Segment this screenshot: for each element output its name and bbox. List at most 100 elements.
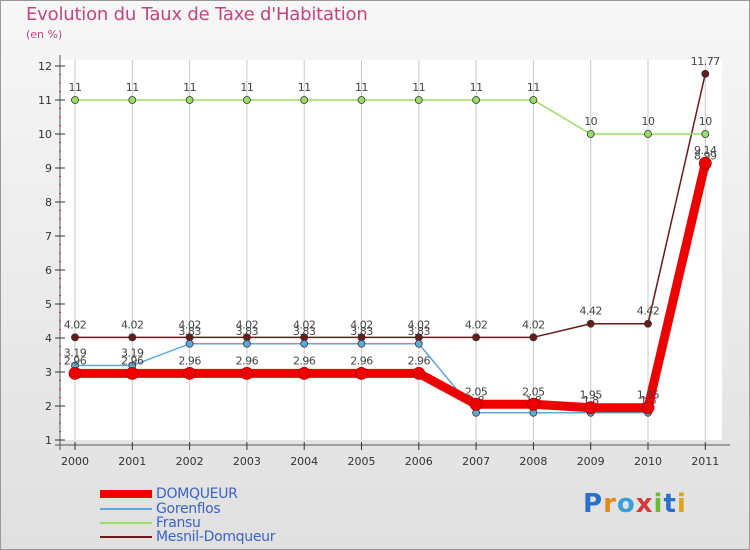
legend-item-domqueur: DOMQUEUR — [100, 486, 238, 501]
data-point-mesnil-domqueur — [473, 334, 480, 341]
y-tick-label: 11 — [38, 94, 52, 107]
data-label-fransu: 11 — [183, 81, 196, 94]
data-label-fransu: 11 — [527, 81, 540, 94]
data-point-fransu — [358, 97, 365, 104]
data-point-domqueur — [69, 367, 81, 379]
y-tick-label: 10 — [38, 128, 52, 141]
data-point-domqueur — [413, 367, 425, 379]
x-tick-label: 2009 — [577, 455, 605, 468]
data-label-domqueur: 2.96 — [121, 354, 144, 367]
data-label-gorenflos: 3.83 — [293, 325, 316, 338]
x-tick-label: 2008 — [519, 455, 547, 468]
y-tick-label: 6 — [45, 264, 52, 277]
data-point-domqueur — [356, 367, 368, 379]
data-point-domqueur — [585, 402, 597, 414]
logo-letter: i — [654, 489, 664, 519]
data-label-fransu: 11 — [470, 81, 483, 94]
data-label-domqueur: 2.05 — [522, 385, 545, 398]
x-tick-label: 2001 — [118, 455, 146, 468]
data-label-fransu: 11 — [126, 81, 139, 94]
data-label-mesnil-domqueur: 4.02 — [465, 318, 488, 331]
logo-letter: o — [617, 489, 636, 519]
y-tick-label: 3 — [45, 366, 52, 379]
legend-swatch-mesnil-domqueur — [100, 536, 152, 538]
data-point-gorenflos — [186, 340, 193, 347]
data-point-domqueur — [241, 367, 253, 379]
data-point-fransu — [72, 97, 79, 104]
y-tick-label: 8 — [45, 196, 52, 209]
data-point-fransu — [243, 97, 250, 104]
y-tick-label: 2 — [45, 400, 52, 413]
logo-letter: i — [677, 489, 687, 519]
y-tick-label: 7 — [45, 230, 52, 243]
data-point-domqueur — [184, 367, 196, 379]
data-label-domqueur: 2.96 — [408, 354, 431, 367]
data-label-fransu: 11 — [355, 81, 368, 94]
data-point-mesnil-domqueur — [129, 334, 136, 341]
data-label-mesnil-domqueur: 4.42 — [579, 305, 602, 318]
data-label-fransu: 10 — [642, 115, 655, 128]
data-point-fransu — [530, 97, 537, 104]
data-label-fransu: 10 — [584, 115, 597, 128]
x-tick-label: 2005 — [348, 455, 376, 468]
data-point-gorenflos — [243, 340, 250, 347]
data-point-mesnil-domqueur — [702, 70, 709, 77]
data-label-fransu: 11 — [412, 81, 425, 94]
legend-label-mesnil-domqueur: Mesnil-Domqueur — [156, 529, 275, 545]
logo-letter: P — [583, 489, 603, 519]
data-label-domqueur: 2.96 — [64, 354, 87, 367]
y-tick-label: 12 — [38, 60, 52, 73]
legend-item-mesnil-domqueur: Mesnil-Domqueur — [100, 529, 275, 544]
logo-letter: t — [663, 489, 676, 519]
data-label-domqueur: 2.96 — [236, 354, 259, 367]
data-label-mesnil-domqueur: 4.42 — [637, 305, 660, 318]
y-tick-label: 1 — [45, 434, 52, 447]
data-point-fransu — [702, 131, 709, 138]
data-label-domqueur: 1.95 — [579, 389, 602, 402]
data-label-mesnil-domqueur: 4.02 — [121, 318, 144, 331]
data-label-domqueur: 2.96 — [350, 354, 373, 367]
data-point-mesnil-domqueur — [530, 334, 537, 341]
data-point-mesnil-domqueur — [587, 320, 594, 327]
x-tick-label: 2003 — [233, 455, 261, 468]
data-label-mesnil-domqueur: 11.77 — [691, 55, 720, 68]
data-label-gorenflos: 3.83 — [350, 325, 373, 338]
data-label-domqueur: 1.95 — [637, 389, 660, 402]
data-point-domqueur — [126, 367, 138, 379]
legend-swatch-fransu — [100, 522, 152, 524]
data-label-fransu: 10 — [699, 115, 712, 128]
data-point-domqueur — [699, 157, 711, 169]
data-label-fransu: 11 — [240, 81, 253, 94]
data-point-fransu — [186, 97, 193, 104]
y-tick-label: 4 — [45, 332, 52, 345]
data-label-gorenflos: 3.83 — [178, 325, 201, 338]
data-point-domqueur — [527, 398, 539, 410]
plot-area — [60, 60, 722, 440]
x-tick-label: 2002 — [176, 455, 204, 468]
data-label-domqueur: 2.96 — [178, 354, 201, 367]
data-point-fransu — [301, 97, 308, 104]
data-point-domqueur — [298, 367, 310, 379]
x-tick-label: 2006 — [405, 455, 433, 468]
x-tick-label: 2004 — [290, 455, 318, 468]
data-label-domqueur: 2.05 — [465, 385, 488, 398]
x-tick-label: 2011 — [691, 455, 719, 468]
x-tick-label: 2007 — [462, 455, 490, 468]
data-point-domqueur — [470, 398, 482, 410]
y-tick-label: 9 — [45, 162, 52, 175]
data-label-fransu: 11 — [69, 81, 82, 94]
proxiti-logo: Proxiti — [583, 489, 687, 519]
data-label-mesnil-domqueur: 4.02 — [64, 318, 87, 331]
legend-swatch-gorenflos — [100, 508, 152, 510]
data-point-mesnil-domqueur — [72, 334, 79, 341]
data-label-domqueur: 2.96 — [293, 354, 316, 367]
data-label-mesnil-domqueur: 4.02 — [522, 318, 545, 331]
data-label-fransu: 11 — [298, 81, 311, 94]
data-label-domqueur: 9.14 — [694, 144, 717, 157]
y-tick-label: 5 — [45, 298, 52, 311]
data-point-mesnil-domqueur — [645, 320, 652, 327]
data-point-fransu — [645, 131, 652, 138]
data-point-gorenflos — [358, 340, 365, 347]
data-label-gorenflos: 3.83 — [408, 325, 431, 338]
data-point-gorenflos — [301, 340, 308, 347]
